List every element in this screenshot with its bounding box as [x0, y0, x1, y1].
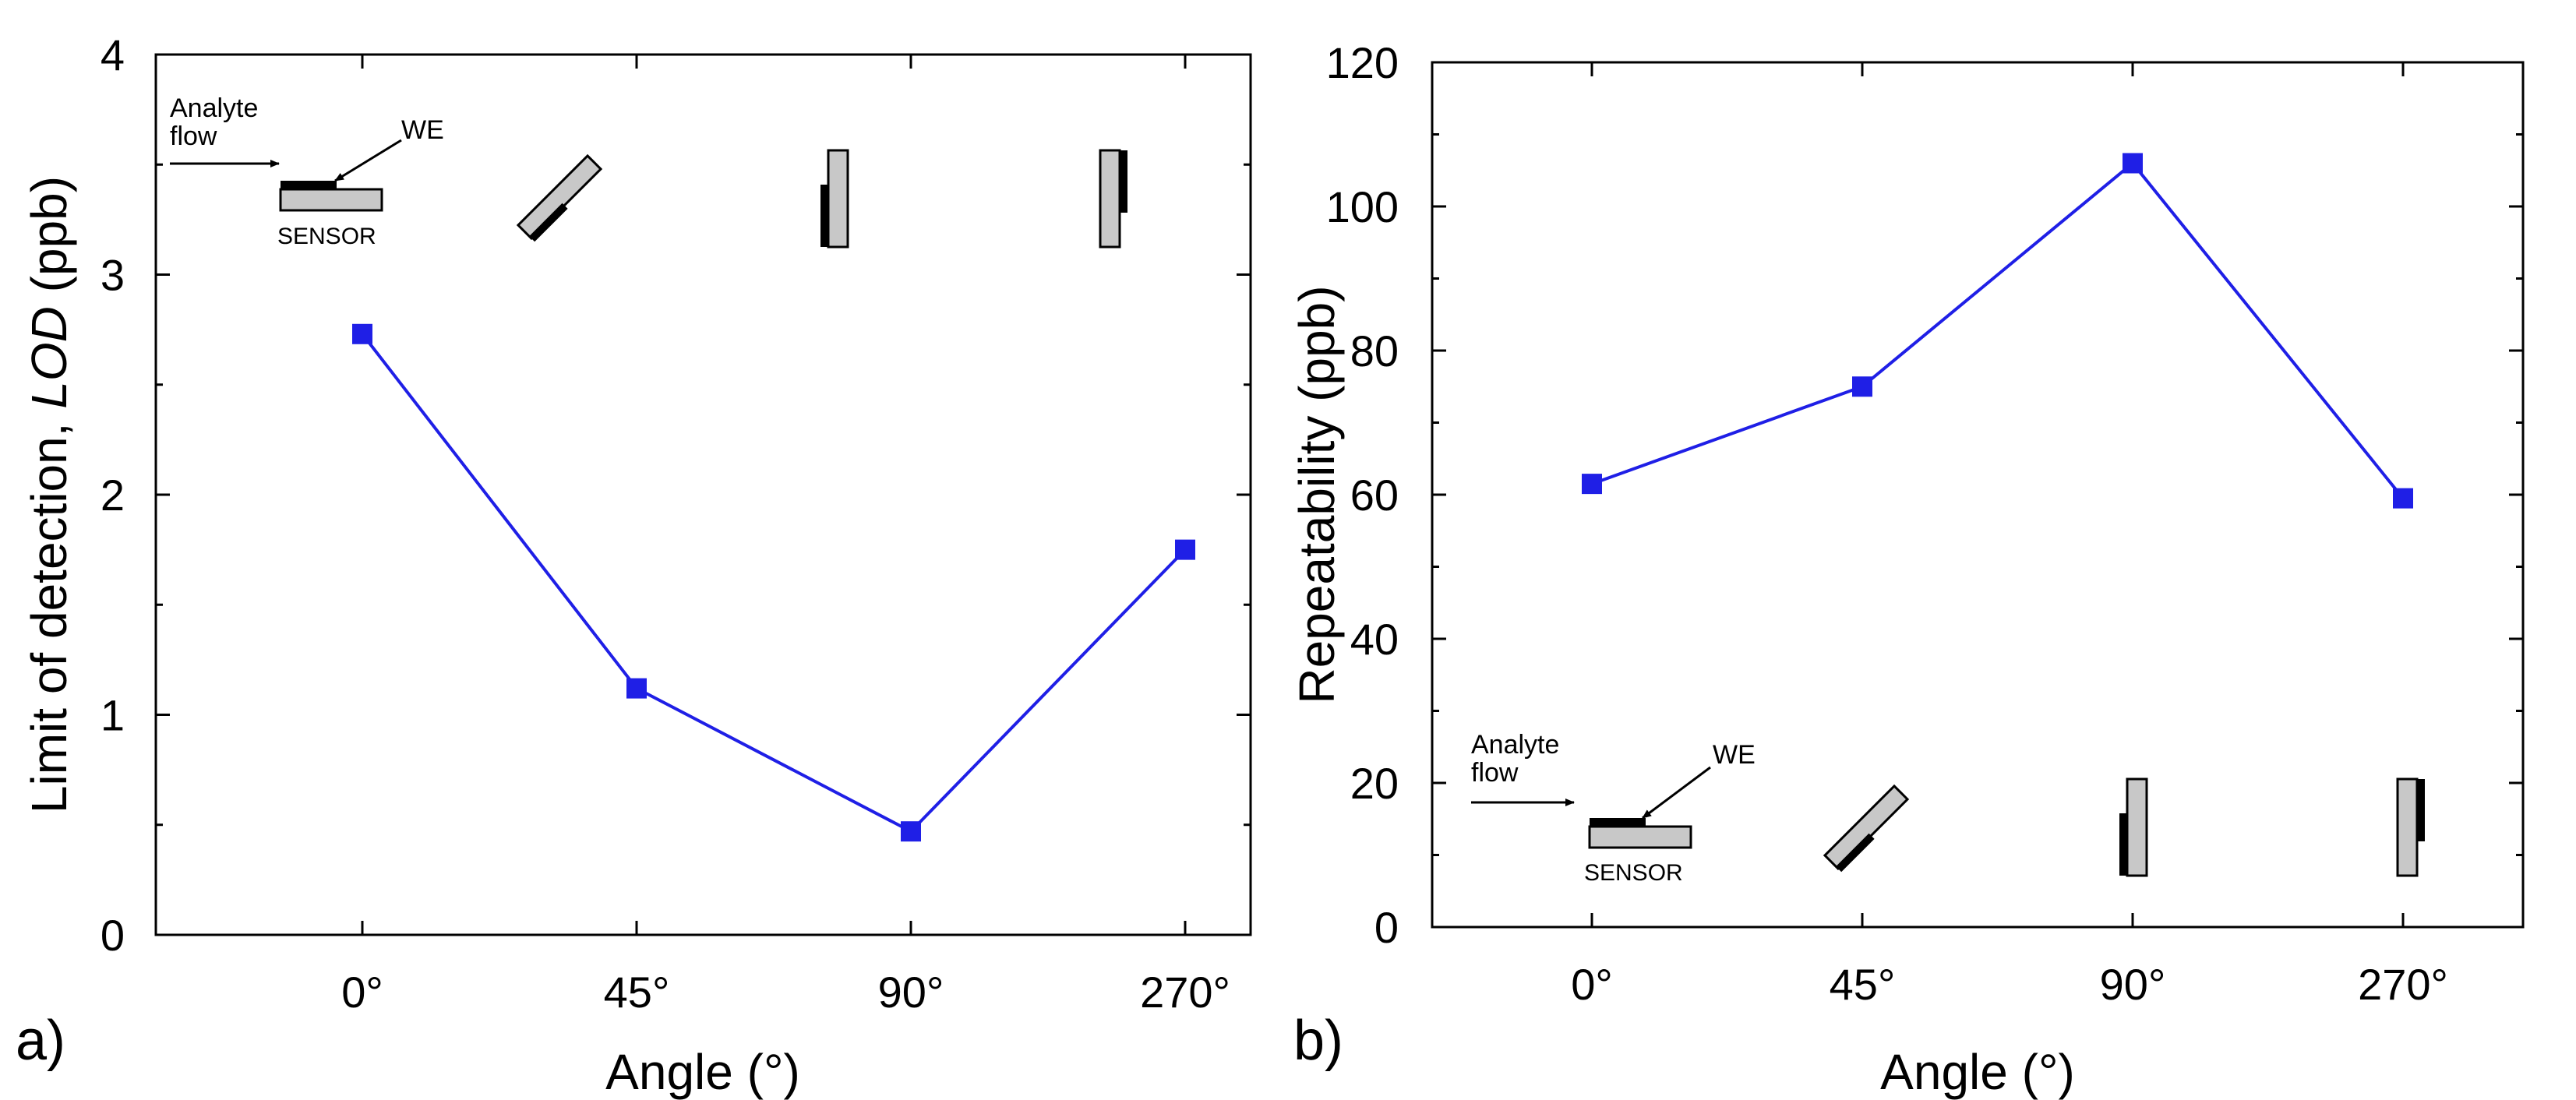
panel-b-letter: b) — [1293, 1010, 1343, 1072]
panel-a-sensor-45deg-icon — [516, 153, 603, 242]
panel-b-data-point — [2393, 488, 2413, 509]
panel-b-sensor-0deg-electrode-icon — [1590, 818, 1646, 827]
panel-a-data-point — [901, 821, 921, 842]
panel-b-x-tick-label: 270° — [2358, 960, 2448, 1009]
panel-b-y-tick-label: 0 — [1374, 903, 1399, 952]
panel-b-y-tick-label: 120 — [1326, 38, 1399, 87]
panel-a-y-tick-label: 3 — [101, 251, 125, 300]
panel-a-sensor-label: SENSOR — [277, 224, 376, 249]
panel-b-x-tick-label: 45° — [1830, 960, 1896, 1009]
panel-b-y-axis: 0 20 40 60 80 100 120 — [1326, 38, 2523, 952]
panel-a-sensor-270deg-icon — [1099, 149, 1127, 249]
panel-b-y-tick-label: 100 — [1326, 182, 1399, 231]
panel-a-x-axis: 0° 45° 90° 270° — [341, 55, 1230, 1017]
panel-b-repeatability-chart: 0 20 40 60 80 100 120 0° 45° 90° 270° Analyte flo… — [1289, 38, 2525, 1100]
panel-a-y-tick-label: 0 — [101, 911, 125, 960]
panel-a-we-pointer-icon — [334, 139, 402, 182]
panel-b-orientation-diagram: Analyte flow WE SENSOR — [1471, 730, 2425, 886]
panel-b-x-tick-label: 90° — [2100, 960, 2166, 1009]
panel-b-x-axis-label: Angle (°) — [1880, 1044, 2075, 1100]
panel-b-y-axis-label: Repeatability (ppb) — [1289, 285, 1345, 703]
panel-a-y-tick-label: 4 — [101, 30, 125, 79]
panel-a-series-line — [361, 333, 1187, 834]
panel-a-x-tick-label: 270° — [1140, 968, 1230, 1017]
panel-b-y-tick-label: 60 — [1350, 471, 1399, 520]
panel-b-series — [1582, 153, 2413, 509]
panel-a-x-tick-label: 90° — [878, 968, 944, 1017]
panel-b-sensor-0deg-icon — [1588, 825, 1692, 849]
panel-a-flow-label-line1: Analyte — [170, 93, 258, 123]
panel-b-we-label: WE — [1713, 740, 1756, 770]
panel-b-plot-frame — [1431, 61, 2525, 929]
panel-b-sensor-90deg-icon — [2119, 777, 2148, 877]
panel-a-orientation-diagram: Analyte flow WE SENSOR — [170, 93, 1127, 249]
panel-b-flow-label-line2: flow — [1471, 758, 1519, 788]
panel-b-sensor-label: SENSOR — [1584, 860, 1683, 886]
panel-b-we-pointer-icon — [1642, 766, 1711, 820]
panel-b-series-line — [1591, 160, 2405, 499]
panel-a-y-axis: 0 1 2 3 4 — [101, 30, 1251, 960]
panel-a-y-axis-label: Limit of detection, LOD (ppb) — [21, 176, 77, 813]
panel-b-data-point — [2123, 153, 2143, 174]
panel-a-y-tick-label: 2 — [101, 471, 125, 520]
panel-a-y-tick-label: 1 — [101, 691, 125, 740]
panel-a-x-tick-label: 0° — [341, 968, 383, 1017]
panel-a-flow-label-line2: flow — [170, 122, 217, 151]
panel-a-data-point — [626, 678, 647, 699]
panel-a-we-label: WE — [401, 115, 444, 145]
panel-b-x-tick-label: 0° — [1571, 960, 1613, 1009]
panel-b-x-axis: 0° 45° 90° 270° — [1571, 62, 2448, 1009]
panel-a-sensor-0deg-electrode-icon — [281, 181, 337, 189]
panel-b-y-tick-label: 40 — [1350, 615, 1399, 664]
panel-a-letter: a) — [16, 1010, 65, 1072]
panel-b-y-tick-label: 80 — [1350, 326, 1399, 375]
panel-a-x-tick-label: 45° — [604, 968, 670, 1017]
panel-a-series — [352, 323, 1195, 842]
panel-a-data-point — [1175, 539, 1195, 560]
panel-b-y-tick-label: 20 — [1350, 759, 1399, 808]
panel-b-data-point — [1582, 474, 1602, 495]
panel-b-flow-label-line1: Analyte — [1471, 730, 1559, 760]
panel-a-data-point — [352, 323, 372, 344]
panel-a-sensor-90deg-icon — [820, 149, 849, 249]
panel-b-data-point — [1852, 376, 1872, 397]
panel-b-sensor-45deg-icon — [1823, 784, 1910, 873]
panel-a-lod-chart: 0 1 2 3 4 0° 45° 90° 270° Analyte flow WE SENSO… — [16, 30, 1252, 1100]
panel-a-sensor-0deg-icon — [279, 188, 383, 212]
panel-a-x-axis-label: Angle (°) — [605, 1044, 800, 1100]
panel-b-sensor-270deg-icon — [2396, 777, 2425, 877]
